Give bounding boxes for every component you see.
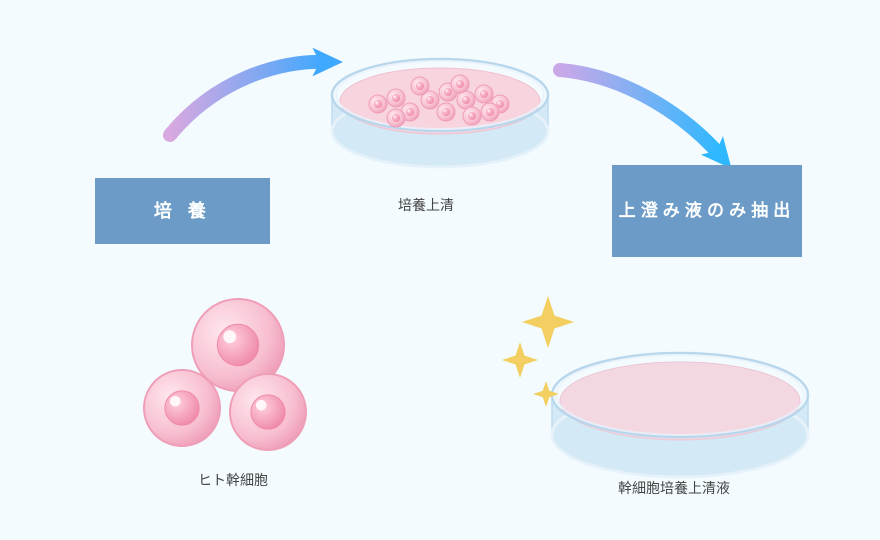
petri-dish-supernatant xyxy=(552,353,808,477)
caption-culture-supernatant: 培養上清 xyxy=(398,195,454,215)
arrow-extract xyxy=(560,70,732,169)
caption-stem-cell-supernatant: 幹細胞培養上清液 xyxy=(618,478,730,498)
diagram-svg xyxy=(0,0,880,540)
stem-cells-cluster xyxy=(144,299,306,450)
culture-label-box: 培 養 xyxy=(95,178,270,244)
arrow-culture xyxy=(170,48,343,135)
caption-human-stem-cells: ヒト幹細胞 xyxy=(198,470,268,490)
extract-label-box: 上澄み液のみ抽出 xyxy=(612,165,802,257)
sparkle-icon xyxy=(502,296,574,407)
petri-dish-culture xyxy=(332,59,548,167)
